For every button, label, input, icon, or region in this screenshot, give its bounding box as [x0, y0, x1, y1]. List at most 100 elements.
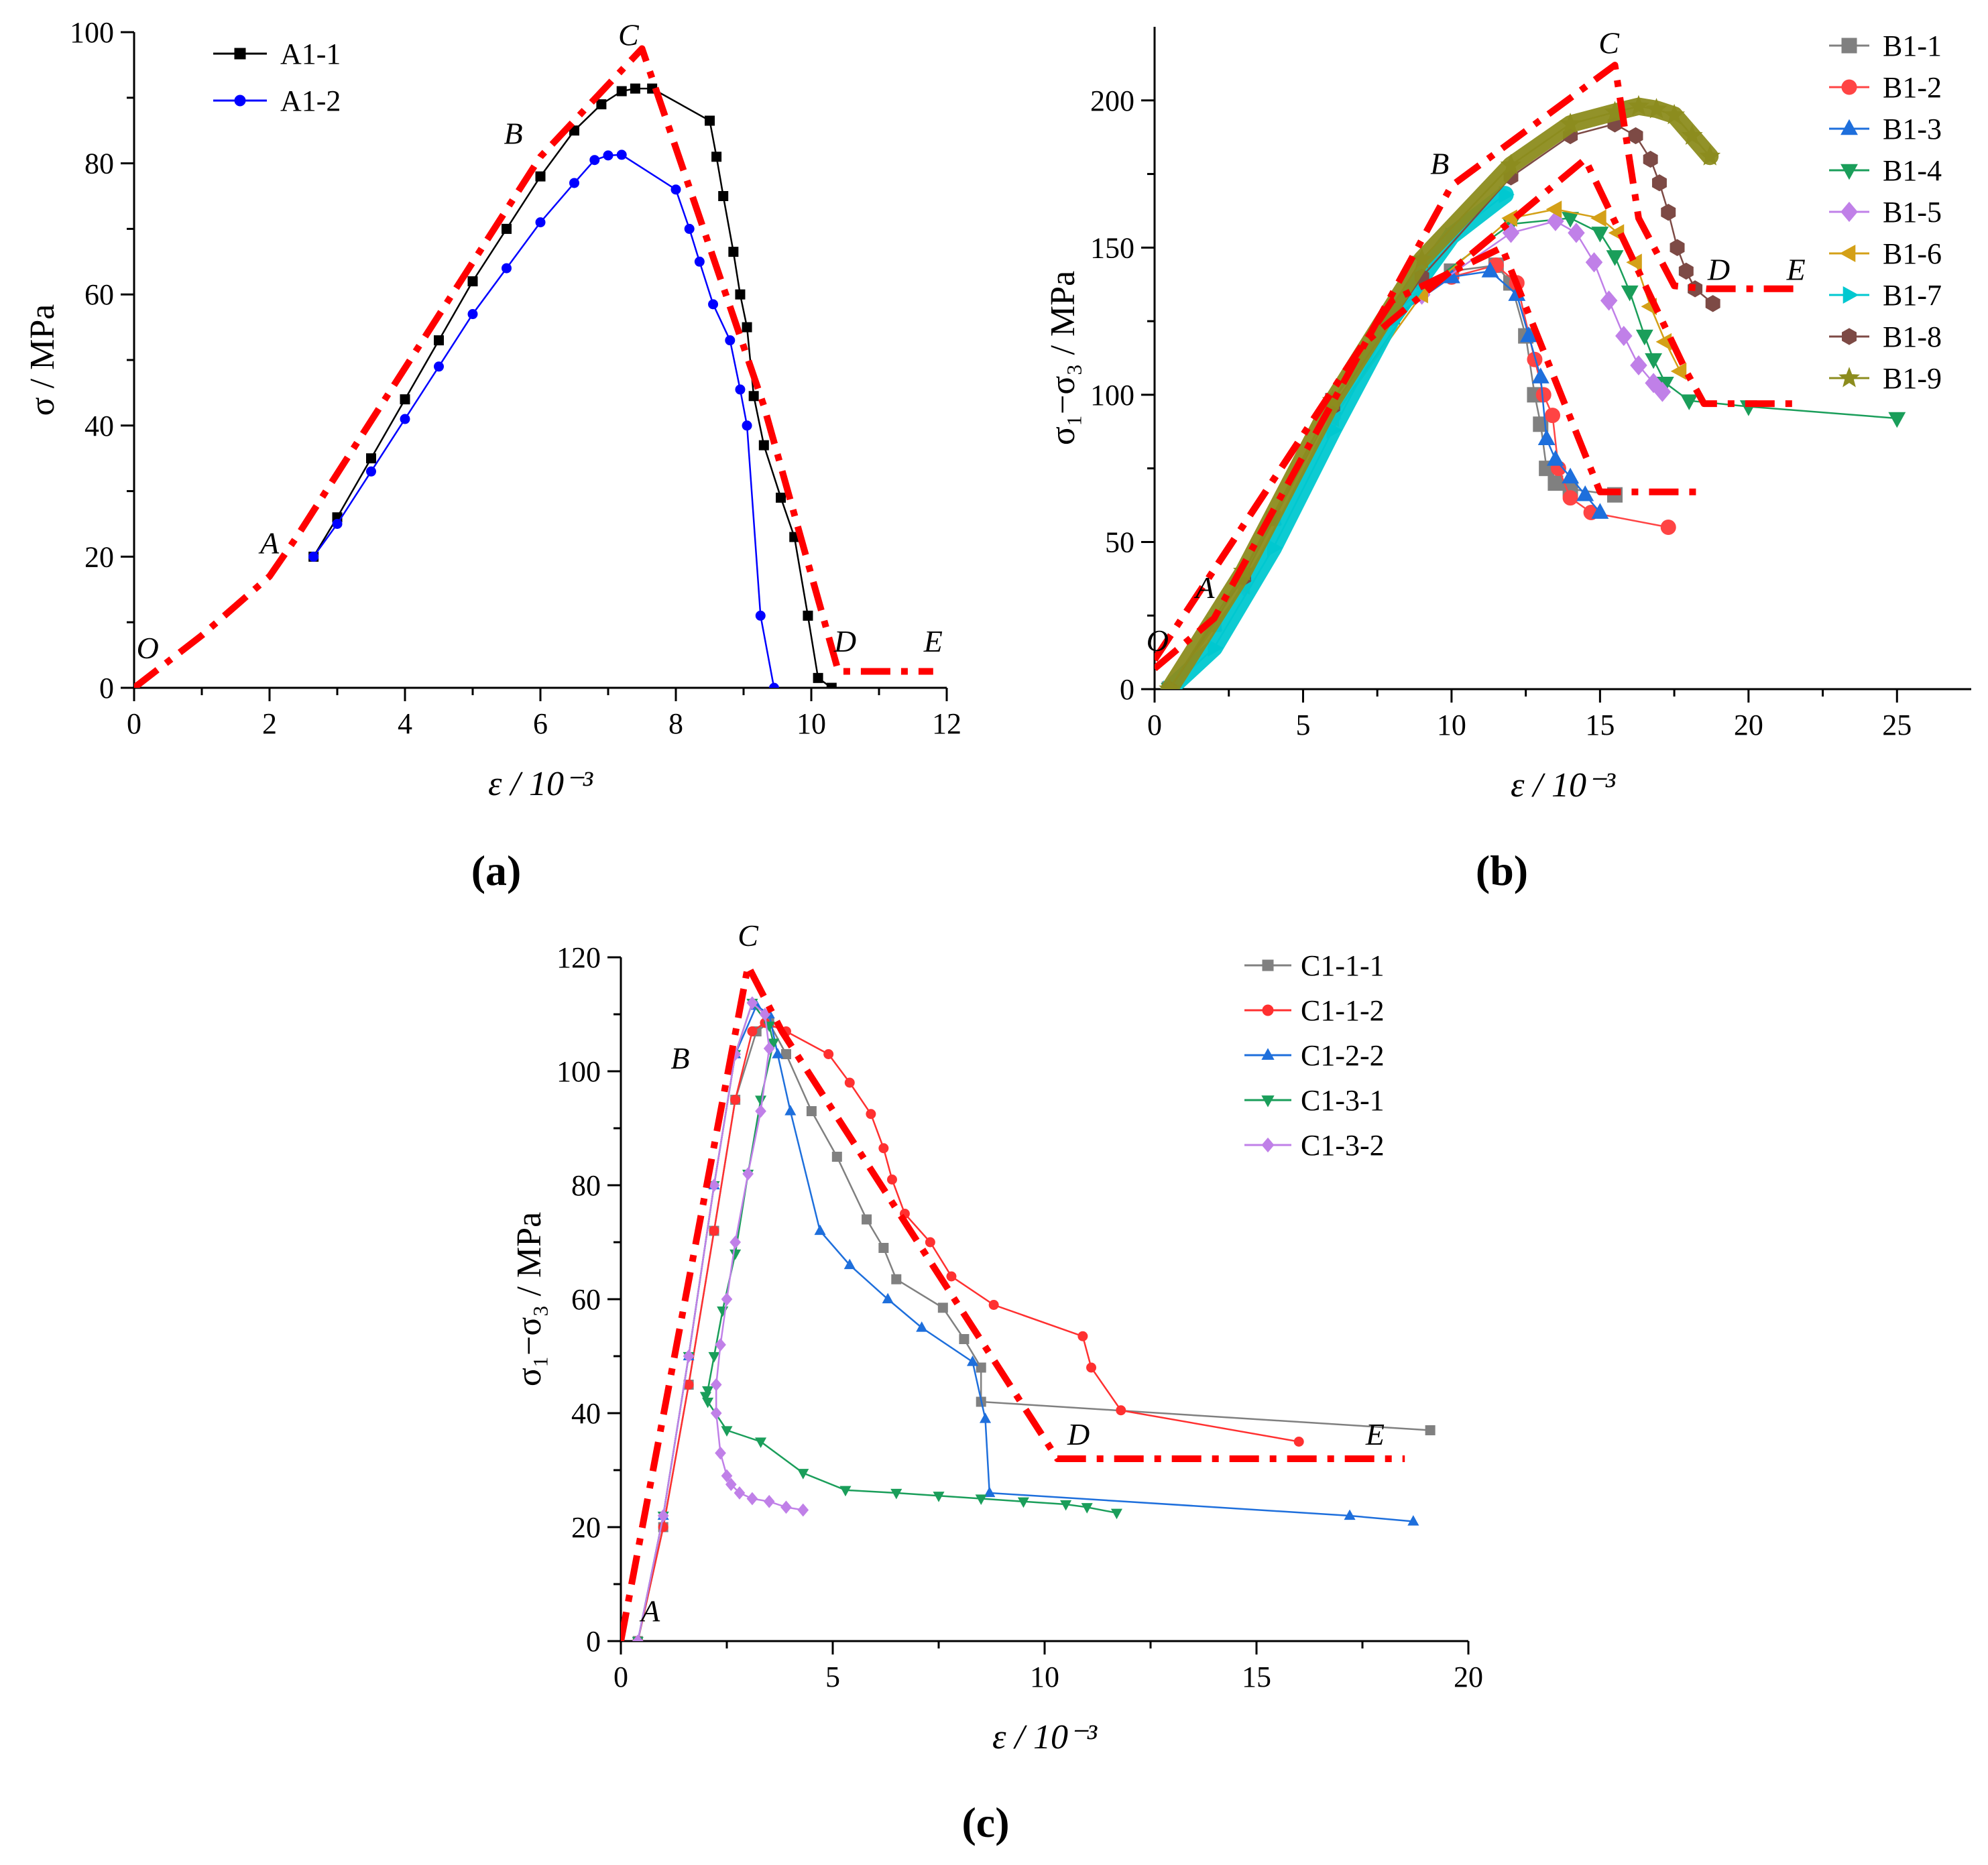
- legend: A1-1 A1-2: [213, 38, 341, 117]
- series-c1-1-1-point: [937, 1303, 948, 1313]
- x-tick-label: 0: [127, 707, 141, 740]
- series-c1-3-2-point: [734, 1486, 746, 1500]
- series-a1-1-line: [312, 87, 833, 688]
- series-a1-1-point: [596, 99, 607, 110]
- legend-label: B1-2: [1883, 71, 1942, 104]
- series-c1-1-2-point: [886, 1175, 897, 1185]
- series-c1-3-2-point: [715, 1446, 726, 1460]
- series-c1-1-2-point: [878, 1143, 889, 1154]
- series-a1-2-point: [502, 263, 512, 274]
- series-b1-6-point: [1670, 362, 1687, 380]
- point-label-e: E: [923, 624, 943, 658]
- series-a1-2-point: [742, 420, 752, 431]
- series-c1-1-2-point: [1077, 1331, 1088, 1341]
- series-b1-4-point: [1591, 227, 1609, 243]
- series-c1-3-1-point: [797, 1469, 809, 1480]
- legend-label: C1-1-2: [1301, 994, 1385, 1027]
- plot-area: [134, 45, 933, 688]
- series-c1-2-2-point: [814, 1224, 826, 1236]
- series-c1-1-1-point: [1425, 1425, 1436, 1435]
- legend-marker: [234, 48, 246, 60]
- series-c1-3-2-point: [657, 1509, 669, 1522]
- legend-marker: [1843, 286, 1859, 304]
- legend-marker: [1262, 1004, 1274, 1016]
- series-c1-1-2-point: [844, 1077, 855, 1088]
- point-label-o: O: [1147, 623, 1169, 658]
- series-a1-2-point: [603, 150, 613, 161]
- series-b1-9-point: [1663, 103, 1686, 125]
- series-a1-1-point: [728, 247, 739, 257]
- series-a1-1-point: [735, 289, 746, 300]
- series-c1-2-2-point: [772, 1048, 784, 1059]
- series-c1-3-1-point: [702, 1397, 714, 1408]
- series-c1-1-1-point: [959, 1334, 970, 1344]
- series-c1-3-1-point: [890, 1488, 902, 1500]
- series-c1-2-2-point: [979, 1412, 992, 1423]
- series-c1-1-1-point: [976, 1362, 986, 1373]
- series-c1-1-2-point: [925, 1237, 935, 1248]
- series-a1-2-point: [569, 178, 579, 188]
- series-a1-1-point: [400, 394, 410, 405]
- x-tick-label: 15: [1585, 709, 1615, 741]
- legend-marker: [234, 95, 246, 107]
- series-b1-4-point: [1635, 329, 1653, 346]
- point-label-c: C: [1598, 26, 1620, 60]
- panel-label: (c): [961, 1799, 1009, 1846]
- series-b1-5-point: [1600, 290, 1618, 311]
- series-b1-3-point: [1520, 326, 1538, 343]
- series-b1-3-point: [1562, 467, 1580, 484]
- legend-label: A1-1: [280, 38, 341, 70]
- legend-label: B1-1: [1883, 29, 1942, 62]
- series-a1-1-point: [366, 453, 376, 464]
- series-c1-2-2-point: [1344, 1509, 1356, 1520]
- series-c1-1-2-point: [823, 1049, 834, 1059]
- series-b1-7-point: [1499, 186, 1515, 204]
- legend-label: C1-2-2: [1301, 1039, 1385, 1072]
- series-c1-3-2-point: [746, 1492, 758, 1506]
- point-label-d: D: [1067, 1417, 1090, 1451]
- legend-marker: [1841, 38, 1857, 54]
- x-tick-label: 10: [797, 707, 826, 740]
- series-b1-8-point: [1661, 203, 1676, 221]
- series-a1-1-point: [776, 492, 786, 503]
- series-c1-2-2-point: [1407, 1515, 1419, 1526]
- series-c1-3-1-point: [702, 1386, 714, 1397]
- legend-marker: [1840, 201, 1858, 223]
- series-c1-3-2-point: [632, 1634, 644, 1641]
- x-axis-label: ε / 10⁻³: [992, 1718, 1098, 1756]
- series-b1-9-point: [1627, 95, 1649, 116]
- x-tick-label: 4: [398, 707, 412, 740]
- series-model-line: [134, 45, 933, 688]
- y-tick-label: 40: [571, 1397, 601, 1430]
- point-label-d: D: [1707, 253, 1730, 287]
- series-c1-2-2-point: [882, 1292, 894, 1304]
- series-c1-3-1-point: [839, 1486, 852, 1497]
- plot-area: [1155, 62, 1906, 689]
- series-b1-4-point: [1621, 285, 1639, 302]
- legend-marker: [1261, 1048, 1275, 1060]
- point-label-b: B: [504, 116, 523, 150]
- series-c1-2-2-line: [637, 1004, 1413, 1641]
- series-a1-2-point: [332, 519, 343, 529]
- y-tick-label: 60: [84, 278, 114, 311]
- legend-marker: [1842, 328, 1857, 345]
- series-b1-7-point: [1208, 639, 1224, 657]
- x-axis-label: ε / 10⁻³: [488, 765, 593, 803]
- point-label-e: E: [1365, 1417, 1385, 1451]
- y-axis-label: σ / MPa: [23, 304, 62, 416]
- series-c1-3-1-point: [755, 1437, 767, 1448]
- y-tick-label: 0: [99, 672, 114, 705]
- series-c1-1-2-point: [709, 1225, 719, 1236]
- series-c1-3-2-point: [742, 1167, 754, 1181]
- y-tick-label: 20: [571, 1511, 601, 1544]
- x-tick-label: 12: [932, 707, 961, 740]
- legend-marker: [1840, 164, 1858, 180]
- series-b1-4-point: [1888, 412, 1906, 428]
- series-c1-3-2-point: [710, 1406, 722, 1420]
- series-c1-2-2-point: [967, 1356, 979, 1366]
- series-c1-3-1-point: [721, 1426, 733, 1437]
- series-a1-2-point: [535, 217, 546, 228]
- series-c1-1-1-point: [806, 1106, 817, 1116]
- point-label-e: E: [1786, 253, 1806, 287]
- series-model-line: [621, 962, 1405, 1641]
